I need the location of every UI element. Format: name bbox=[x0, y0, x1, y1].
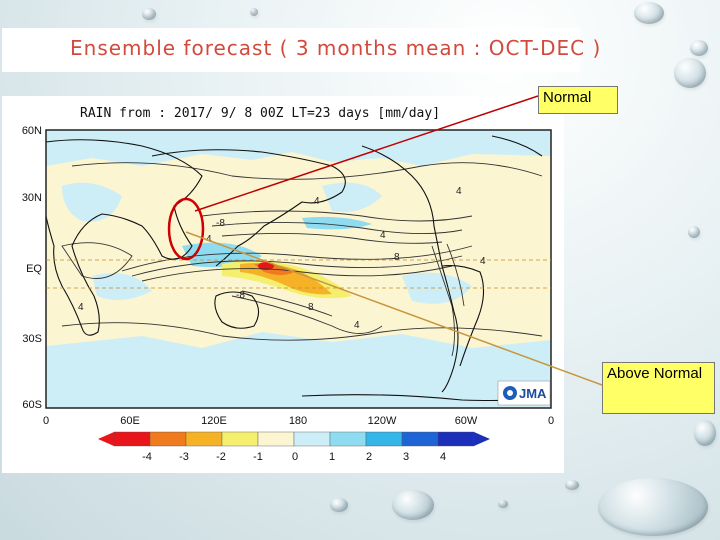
colorbar: -4 -3 -2 -1 0 1 2 3 4 bbox=[98, 431, 490, 463]
latitude-labels: 60N 30N EQ 30S 60S bbox=[22, 125, 43, 411]
contour-label: 4 bbox=[354, 320, 360, 331]
water-drop bbox=[392, 490, 434, 520]
contour-label: 8 bbox=[308, 302, 314, 313]
contour-label: 4 bbox=[456, 186, 462, 197]
colorbar-label: -2 bbox=[216, 451, 226, 463]
colorbar-label: 1 bbox=[329, 451, 335, 463]
lat-label: 60S bbox=[22, 399, 42, 411]
colorbar-cells bbox=[113, 431, 475, 447]
contour-label: -8 bbox=[236, 290, 245, 301]
colorbar-label: -4 bbox=[142, 451, 152, 463]
colorbar-cell bbox=[149, 431, 187, 447]
water-drop bbox=[250, 8, 258, 16]
lat-label: 30N bbox=[22, 192, 42, 204]
contour-label: 4 bbox=[314, 196, 320, 207]
lon-label: 60E bbox=[120, 415, 140, 427]
contour-label: -8 bbox=[216, 218, 225, 229]
contour-label: 4 bbox=[380, 230, 386, 241]
contour-label: 4 bbox=[206, 234, 212, 245]
map-header: RAIN from : 2017/ 9/ 8 00Z LT=23 days [m… bbox=[80, 106, 441, 121]
water-drop bbox=[330, 498, 348, 512]
colorbar-cell bbox=[365, 431, 403, 447]
title-banner: Ensemble forecast ( 3 months mean : OCT-… bbox=[2, 28, 600, 72]
colorbar-cell bbox=[257, 431, 295, 447]
water-drop bbox=[142, 8, 156, 20]
rain-anomaly-map: 60N 30N EQ 30S 60S 0 60E 120E 180 120W 6… bbox=[22, 125, 554, 463]
water-drop bbox=[688, 226, 700, 238]
jma-logo: JMA bbox=[497, 380, 551, 406]
colorbar-cell bbox=[221, 431, 259, 447]
above-normal-callout: Above Normal bbox=[602, 362, 715, 414]
water-drop bbox=[674, 58, 706, 88]
water-drop bbox=[498, 500, 508, 508]
colorbar-cell bbox=[329, 431, 367, 447]
lon-label: 120E bbox=[201, 415, 227, 427]
colorbar-high-arrow bbox=[474, 432, 490, 446]
lat-label: EQ bbox=[26, 263, 42, 275]
colorbar-cell bbox=[293, 431, 331, 447]
lat-label: 30S bbox=[22, 333, 42, 345]
colorbar-cell bbox=[113, 431, 151, 447]
colorbar-label: 4 bbox=[440, 451, 446, 463]
water-drop bbox=[634, 2, 664, 24]
lat-label: 60N bbox=[22, 125, 42, 137]
contour-label: 4 bbox=[78, 302, 84, 313]
lon-label: 60W bbox=[455, 415, 478, 427]
water-drop bbox=[565, 480, 579, 490]
longitude-labels: 0 60E 120E 180 120W 60W 0 bbox=[43, 415, 554, 427]
water-drop bbox=[598, 478, 708, 536]
jma-logo-text: JMA bbox=[519, 386, 547, 401]
contour-label: 4 bbox=[480, 256, 486, 267]
lon-label: 0 bbox=[43, 415, 49, 427]
colorbar-label: -3 bbox=[179, 451, 189, 463]
colorbar-cell bbox=[401, 431, 439, 447]
lon-label: 180 bbox=[289, 415, 307, 427]
colorbar-label: 0 bbox=[292, 451, 298, 463]
colorbar-label: 3 bbox=[403, 451, 409, 463]
colorbar-cell bbox=[185, 431, 223, 447]
water-drop bbox=[690, 40, 708, 56]
colorbar-label: -1 bbox=[253, 451, 263, 463]
water-drop bbox=[694, 420, 716, 446]
forecast-map: 60N 30N EQ 30S 60S 0 60E 120E 180 120W 6… bbox=[2, 96, 564, 473]
colorbar-low-arrow bbox=[98, 432, 114, 446]
lon-label: 0 bbox=[548, 415, 554, 427]
colorbar-labels: -4 -3 -2 -1 0 1 2 3 4 bbox=[142, 451, 446, 463]
contour-label: 8 bbox=[394, 252, 400, 263]
slide-title: Ensemble forecast ( 3 months mean : OCT-… bbox=[70, 36, 602, 60]
colorbar-cell bbox=[437, 431, 475, 447]
lon-label: 120W bbox=[368, 415, 397, 427]
normal-callout: Normal bbox=[538, 86, 618, 114]
colorbar-label: 2 bbox=[366, 451, 372, 463]
